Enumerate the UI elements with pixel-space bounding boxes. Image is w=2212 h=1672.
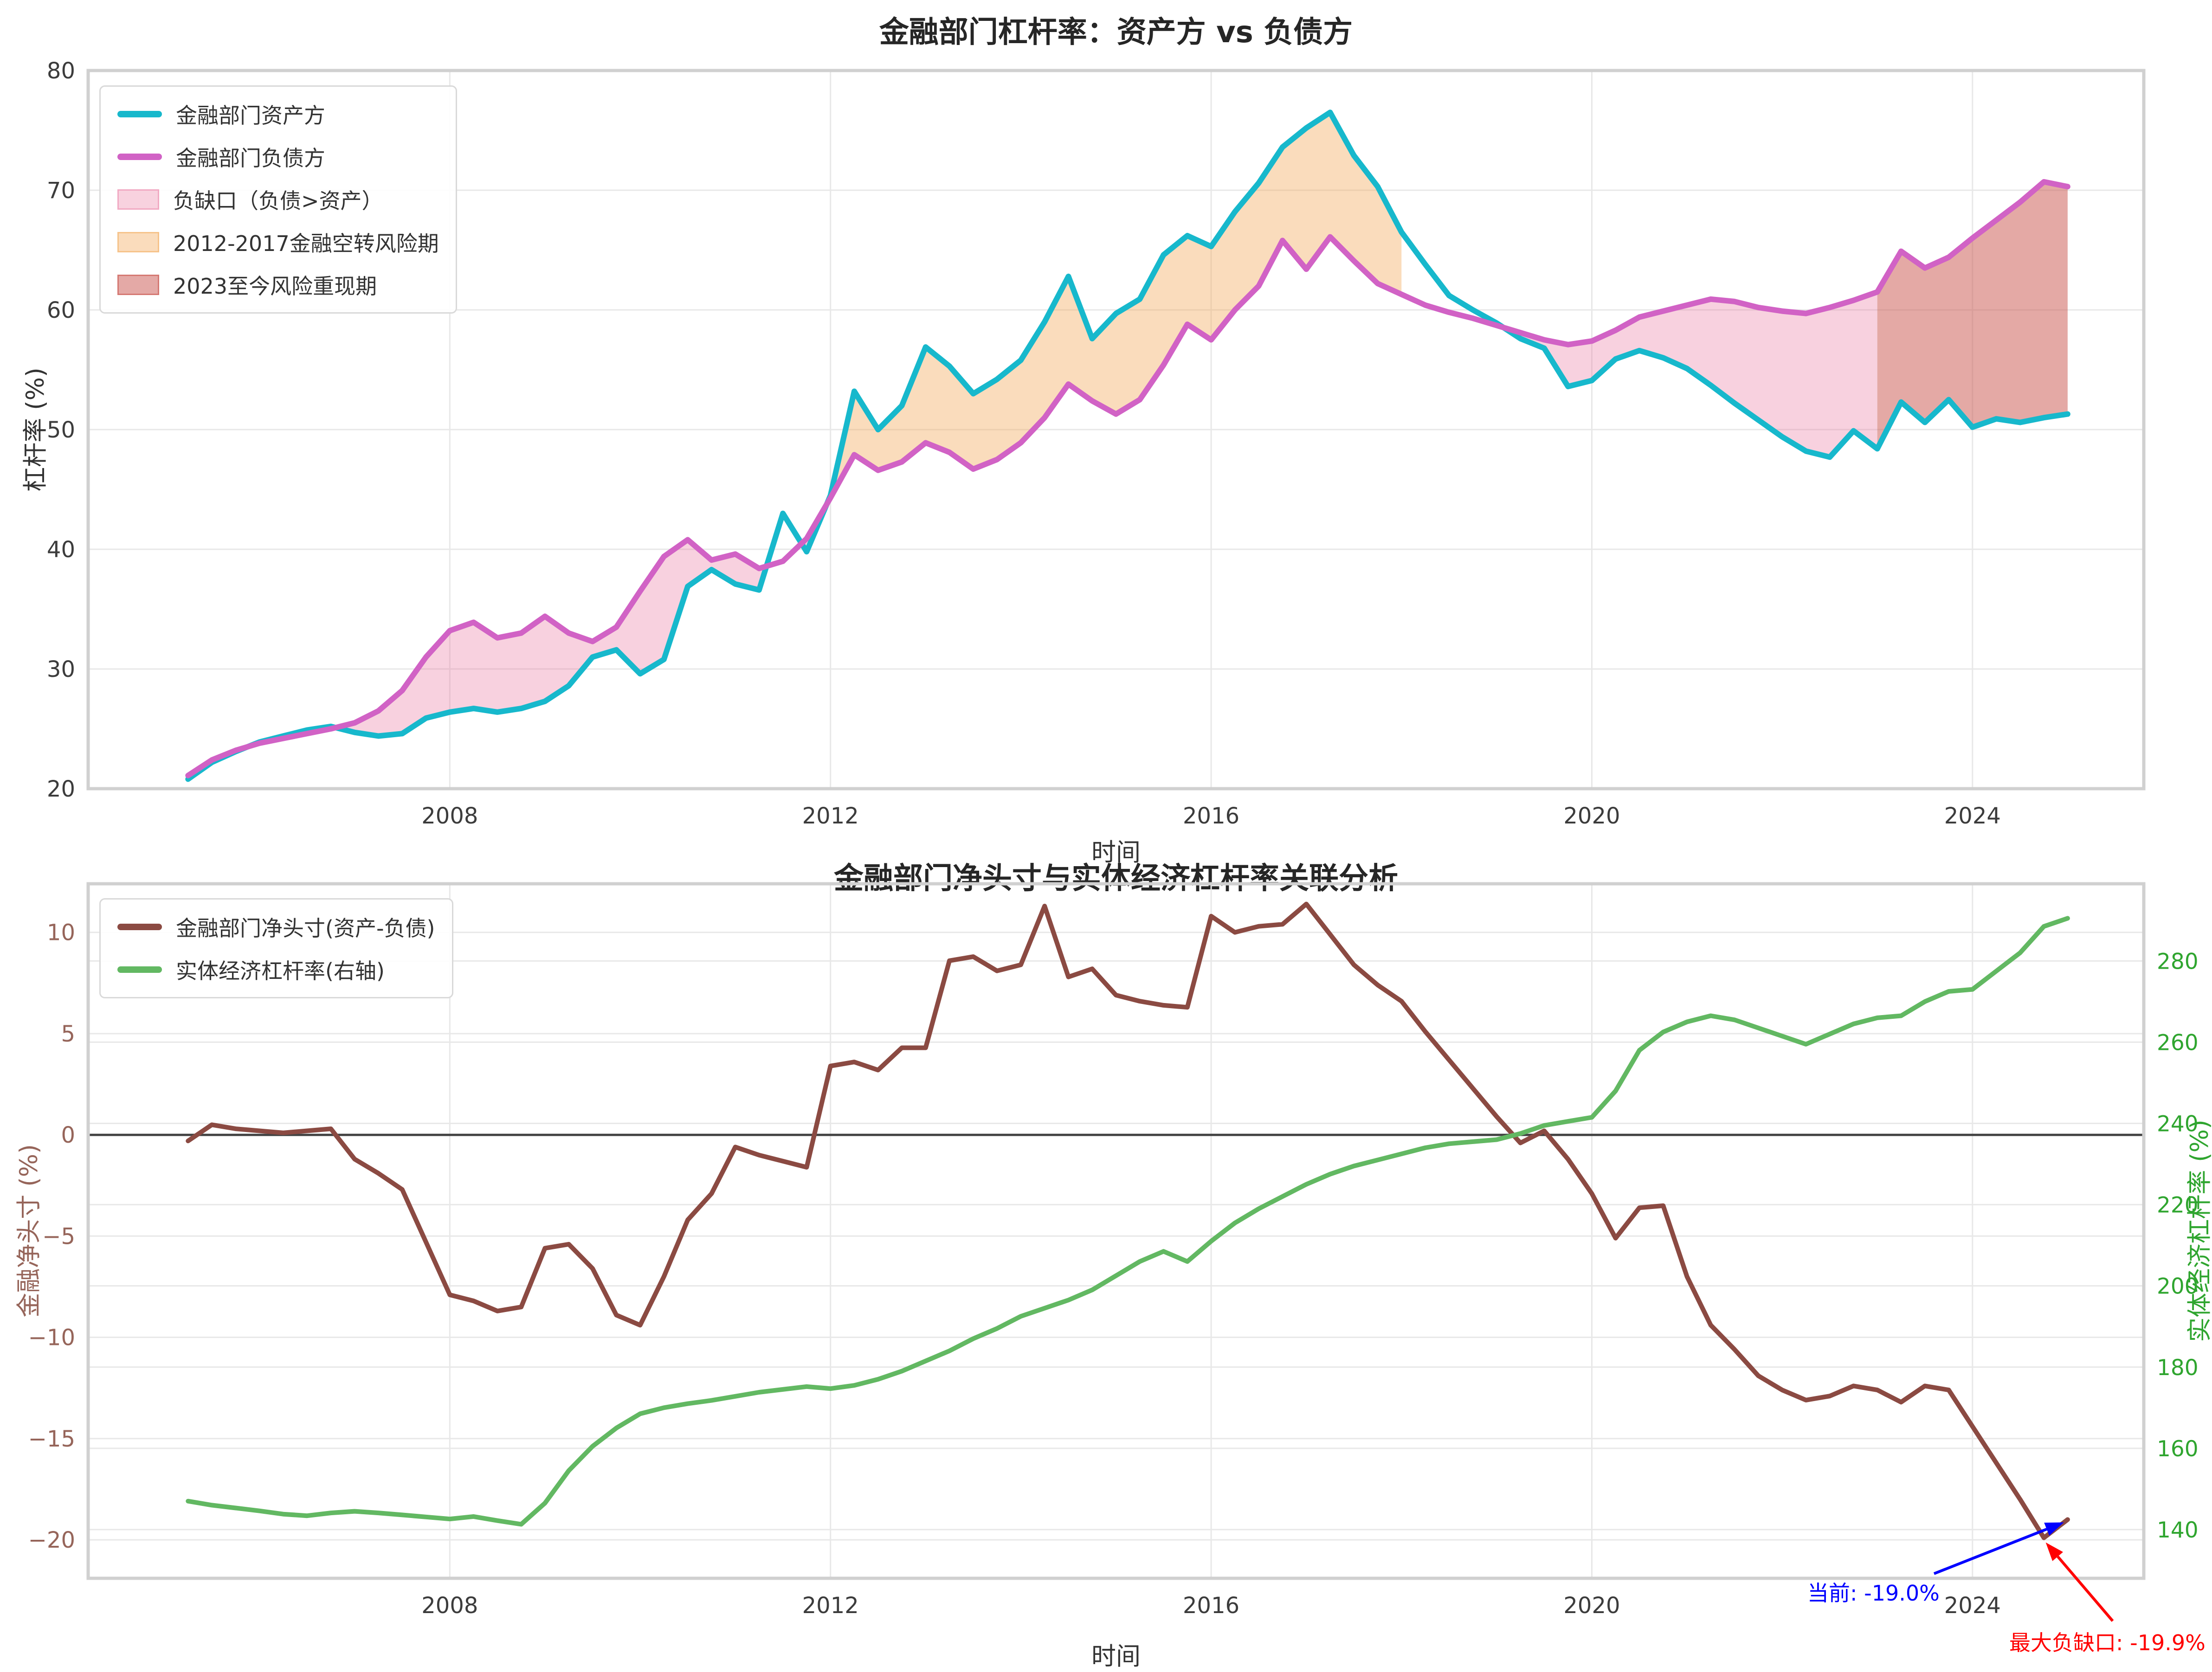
legend-line-swatch (117, 111, 162, 117)
tick-label: 20 (47, 776, 75, 802)
series-line (186, 916, 2070, 1527)
plot-border (86, 69, 2146, 791)
tick-label: 2016 (1183, 1593, 1239, 1619)
tick-label: 2008 (421, 1593, 478, 1619)
chart1-title: 金融部门杠杆率：资产方 vs 负债方 (879, 15, 1353, 50)
legend-patch-swatch (117, 232, 159, 252)
annotation-arrow (2057, 1556, 2114, 1622)
tick-label: 2012 (802, 1593, 859, 1619)
chart2-legend: 金融部门净头寸(资产-负债) 实体经济杠杆率(右轴) (99, 898, 453, 998)
tick-label: 2012 (802, 803, 859, 829)
chart2-title: 金融部门净头寸与实体经济杠杆率关联分析 (834, 862, 1398, 896)
legend-line-swatch (117, 154, 162, 160)
legend-item: 负缺口（负债>资产） (117, 184, 439, 215)
annotation-arrowhead (2045, 1542, 2064, 1561)
tick-label: 160 (2157, 1436, 2199, 1462)
tick-label: 30 (47, 656, 75, 682)
legend-patch-swatch (117, 275, 159, 295)
legend-item-label: 2023至今风险重现期 (173, 274, 377, 299)
tick-label: 40 (47, 537, 75, 563)
tick-label: 2016 (1183, 803, 1239, 829)
tick-label: −20 (28, 1527, 75, 1553)
annotation-arrowhead (2044, 1522, 2064, 1536)
legend-item: 金融部门净头寸(资产-负债) (117, 912, 435, 942)
legend-patch-swatch (117, 189, 159, 210)
legend-item: 2023至今风险重现期 (117, 270, 439, 300)
tick-label: 2020 (1563, 1593, 1620, 1619)
tick-label: 50 (47, 417, 75, 443)
legend-item: 实体经济杠杆率(右轴) (117, 954, 435, 985)
fill-region (1877, 181, 2068, 449)
chart1-legend: 金融部门资产方 金融部门负债方负缺口（负债>资产） 2012-2017金融空转风险期… (99, 85, 457, 314)
tick-label: 2020 (1563, 803, 1620, 829)
chart1-x-axis-label: 时间 (1091, 838, 1141, 867)
tick-label: 180 (2157, 1355, 2199, 1381)
fill-region (335, 540, 767, 736)
legend-item-label: 负缺口（负债>资产） (173, 188, 383, 213)
fill-region (830, 112, 1402, 498)
tick-label: 240 (2157, 1112, 2199, 1137)
tick-label: −10 (28, 1325, 75, 1351)
tick-label: 220 (2157, 1193, 2199, 1218)
tick-label: 280 (2157, 949, 2199, 974)
legend-item: 金融部门资产方 (117, 99, 439, 129)
tick-label: 2024 (1944, 803, 2001, 829)
legend-item-label: 实体经济杠杆率(右轴) (176, 958, 385, 984)
plot-border (86, 882, 2146, 1580)
tick-label: 5 (61, 1021, 75, 1047)
tick-label: 2008 (421, 803, 478, 829)
legend-item: 金融部门负债方 (117, 141, 439, 172)
tick-label: 140 (2157, 1518, 2199, 1543)
tick-label: 70 (47, 178, 75, 204)
fill-region (1503, 292, 1877, 457)
tick-label: 80 (47, 58, 75, 84)
series-line (185, 179, 2070, 778)
series-line (186, 901, 2070, 1540)
legend-item-label: 金融部门资产方 (176, 103, 325, 128)
legend-line-swatch (117, 966, 162, 973)
legend-item: 2012-2017金融空转风险期 (117, 227, 439, 257)
legend-line-swatch (117, 924, 162, 930)
tick-label: 10 (47, 920, 75, 946)
tick-label: −15 (28, 1426, 75, 1452)
annotation-arrow (1933, 1528, 2047, 1575)
tick-label: 60 (47, 297, 75, 323)
tick-label: 200 (2157, 1274, 2199, 1299)
annotation-max-gap: 最大负缺口: -19.9% (2009, 1630, 2206, 1655)
annotation-current-value: 当前: -19.0% (1807, 1581, 1940, 1606)
chart2-x-axis-label: 时间 (1091, 1642, 1141, 1671)
legend-item-label: 2012-2017金融空转风险期 (173, 231, 439, 256)
tick-label: −5 (42, 1223, 75, 1249)
tick-label: 2024 (1944, 1593, 2001, 1619)
legend-item-label: 金融部门净头寸(资产-负债) (176, 916, 435, 941)
series-line (185, 109, 2070, 782)
tick-label: 260 (2157, 1030, 2199, 1055)
tick-label: 0 (61, 1122, 75, 1148)
legend-item-label: 金融部门负债方 (176, 146, 325, 171)
